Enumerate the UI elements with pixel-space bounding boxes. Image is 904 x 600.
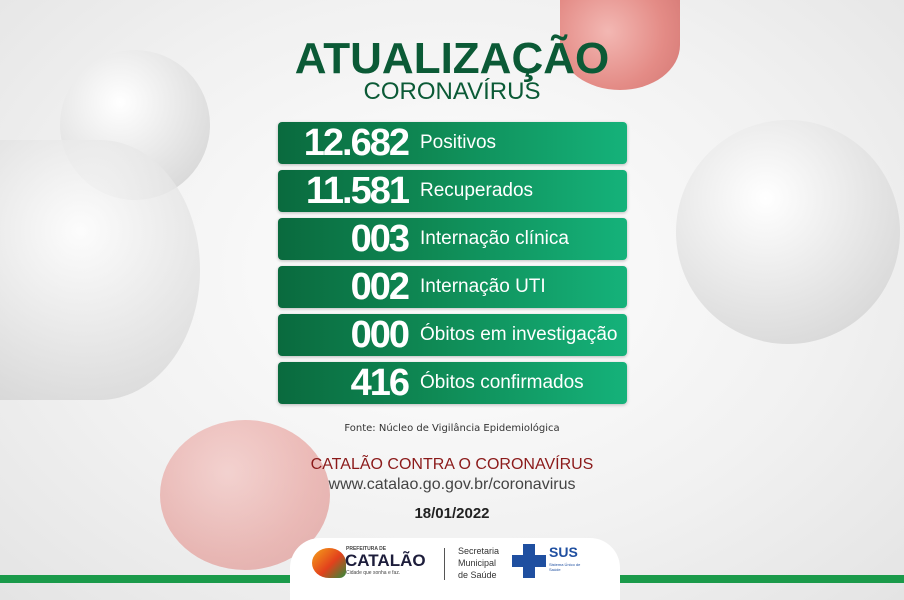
source-note: Fonte: Núcleo de Vigilância Epidemiológi…: [344, 423, 560, 434]
stat-label: Óbitos em investigação: [420, 324, 618, 345]
prefeitura-name: CATALÃO: [345, 551, 426, 570]
stat-row-obitos-investigacao: 000 Óbitos em investigação: [278, 314, 627, 356]
campaign-title: CATALÃO CONTRA O CORONAVÍRUS: [310, 456, 594, 473]
virus-decoration: [560, 0, 680, 90]
stat-row-internacao-uti: 002 Internação UTI: [278, 266, 627, 308]
stat-value: 12.682: [303, 121, 410, 164]
stat-row-obitos-confirmados: 416 Óbitos confirmados: [278, 362, 627, 404]
website-link[interactable]: www.catalao.go.gov.br/coronavirus: [328, 476, 576, 493]
virus-decoration: [0, 140, 200, 400]
sus-logo-text: SUS: [549, 544, 578, 560]
secretaria-line: de Saúde: [458, 570, 497, 580]
stat-label: Internação clínica: [420, 228, 569, 249]
footer-logos: PREFEITURA DE CATALÃO Cidade que sonha e…: [290, 538, 620, 600]
page-subtitle: CORONAVÍRUS: [363, 78, 541, 105]
stat-row-internacao-clinica: 003 Internação clínica: [278, 218, 627, 260]
sus-subtitle: Sistema Único de Saúde: [549, 562, 581, 572]
virus-decoration: [676, 120, 900, 344]
prefeitura-slogan: Cidade que sonha e faz.: [346, 570, 401, 576]
catalao-logo-icon: [312, 548, 346, 578]
stat-label: Internação UTI: [420, 276, 546, 297]
page-title: ATUALIZAÇÃO: [294, 34, 610, 83]
secretaria-line: Municipal: [458, 558, 497, 568]
stat-row-positivos: 12.682 Positivos: [278, 122, 627, 164]
stat-label: Óbitos confirmados: [420, 372, 584, 393]
update-date: 18/01/2022: [414, 505, 490, 522]
stat-value: 002: [350, 265, 410, 308]
stats-list: 12.682 Positivos 11.581 Recuperados 003 Int…: [278, 122, 627, 410]
stat-label: Positivos: [420, 132, 497, 153]
stat-value: 416: [350, 361, 410, 404]
stat-value: 003: [350, 217, 410, 260]
stat-value: 11.581: [305, 169, 410, 212]
green-stripe-right: [610, 575, 904, 583]
sus-cross-icon: [512, 544, 546, 578]
divider: [444, 548, 445, 580]
stat-label: Recuperados: [420, 180, 534, 201]
prefeitura-small: PREFEITURA DE: [346, 546, 387, 552]
green-stripe-left: [0, 575, 300, 583]
secretaria-line: Secretaria: [458, 546, 500, 556]
stat-row-recuperados: 11.581 Recuperados: [278, 170, 627, 212]
stat-value: 000: [350, 313, 410, 356]
